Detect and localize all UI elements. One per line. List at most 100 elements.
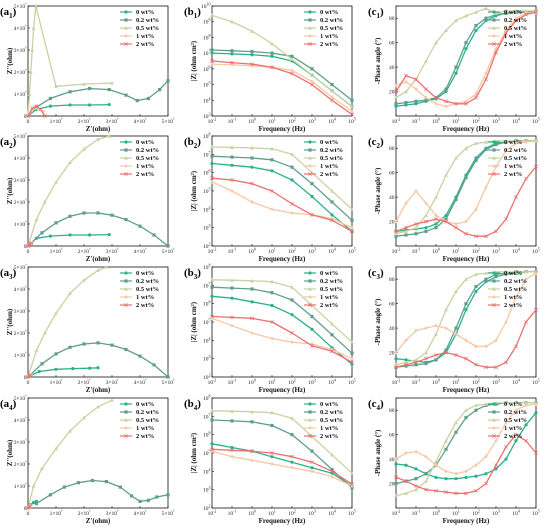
- legend-marker: [492, 148, 496, 152]
- data-point: [464, 47, 468, 51]
- legend-marker: [308, 279, 312, 283]
- x-tick-label: 4×10⁶: [134, 378, 147, 387]
- data-point: [434, 217, 438, 221]
- x-tick-label: 10-1: [228, 509, 237, 518]
- plot-frame: [27, 135, 169, 247]
- legend-marker: [124, 156, 128, 160]
- series-2wt: [210, 447, 354, 487]
- legend-label: 0 wt%: [320, 270, 338, 277]
- data-point: [68, 291, 72, 295]
- x-tick-label: 3×10⁶: [106, 247, 119, 256]
- x-tick-label: 100: [432, 247, 440, 256]
- series-02wt: [26, 341, 170, 379]
- data-point: [210, 48, 214, 52]
- data-point: [494, 11, 498, 15]
- data-point: [404, 451, 408, 455]
- panel-label: (c4): [368, 398, 384, 412]
- data-point: [454, 430, 458, 434]
- x-tick-label: 101: [452, 247, 460, 256]
- legend-marker: [124, 148, 128, 152]
- legend-label: 0.2 wt%: [504, 17, 527, 24]
- data-point: [484, 271, 488, 275]
- data-point: [124, 93, 128, 97]
- data-point: [290, 416, 294, 420]
- data-point: [310, 327, 314, 331]
- legend-label: 2 wt%: [136, 433, 154, 440]
- data-point: [394, 362, 398, 367]
- data-point: [424, 98, 428, 102]
- panel-label: (a3): [0, 267, 17, 281]
- data-point: [290, 313, 294, 317]
- x-tick-label: 101: [268, 247, 276, 256]
- y-tick-label: 105: [203, 318, 211, 327]
- data-point: [30, 48, 35, 52]
- data-point: [424, 87, 428, 91]
- data-point: [414, 477, 418, 481]
- series-2wt: [26, 373, 33, 379]
- data-point: [474, 284, 478, 289]
- data-point: [230, 19, 234, 24]
- data-point: [107, 88, 111, 92]
- x-tick-label: 101: [452, 117, 460, 126]
- x-tick-label: 104: [328, 509, 336, 518]
- legend-label: 0.2 wt%: [504, 147, 527, 154]
- legend-label: 0.5 wt%: [504, 155, 527, 162]
- data-point: [504, 420, 508, 425]
- legend-label: 1 wt%: [136, 425, 154, 432]
- data-point: [524, 12, 528, 17]
- data-point: [504, 8, 508, 13]
- series-line: [211, 60, 353, 115]
- x-tick-label: 103: [308, 117, 316, 126]
- data-point: [404, 229, 408, 233]
- legend-label: 1 wt%: [320, 163, 338, 170]
- data-point: [166, 244, 170, 248]
- plot-frame: [395, 135, 537, 247]
- data-point: [210, 13, 214, 18]
- data-point: [110, 343, 114, 347]
- legend-marker: [492, 271, 496, 275]
- series-0wt: [394, 411, 538, 481]
- legend-marker: [492, 426, 496, 430]
- series-line: [211, 181, 353, 229]
- x-tick-label: 102: [288, 247, 296, 256]
- data-point: [484, 234, 488, 239]
- data-point: [474, 207, 478, 212]
- data-point: [464, 13, 468, 18]
- data-point: [474, 289, 478, 294]
- data-point: [48, 104, 53, 108]
- y-tick-label: 107: [203, 49, 211, 58]
- data-point: [454, 18, 458, 23]
- legend-marker: [124, 303, 128, 307]
- data-point: [270, 279, 274, 284]
- data-point: [350, 225, 354, 230]
- data-point: [414, 360, 418, 365]
- data-point: [494, 467, 498, 471]
- series-line: [211, 419, 353, 489]
- data-point: [464, 231, 468, 236]
- data-point: [444, 104, 448, 109]
- legend-marker: [124, 34, 128, 38]
- data-point: [330, 467, 334, 472]
- series-2wt: [26, 104, 47, 118]
- data-point: [54, 311, 58, 315]
- legend-label: 2 wt%: [504, 41, 522, 48]
- series-02wt: [210, 285, 354, 355]
- data-point: [270, 51, 274, 55]
- legend-marker: [308, 402, 312, 406]
- y-tick-label: 20: [389, 482, 395, 488]
- data-point: [504, 269, 508, 274]
- data-point: [31, 500, 36, 505]
- legend-label: 2 wt%: [136, 171, 154, 178]
- data-point: [152, 233, 156, 237]
- data-point: [474, 463, 478, 468]
- data-point: [28, 373, 33, 378]
- data-point: [444, 99, 448, 104]
- x-tick-label: 105: [532, 247, 540, 256]
- y-tick-label: 1×10⁶: [14, 220, 27, 229]
- chart-panel-b4: 10-2 10-1 100 101 102 103 104 105 102 103 104 105 10…: [184, 394, 356, 526]
- legend-label: 1 wt%: [504, 425, 522, 432]
- data-point: [230, 448, 234, 453]
- data-point: [270, 320, 274, 324]
- y-tick-label: 5×10⁶: [14, 394, 27, 403]
- x-tick-label: 1×10⁶: [50, 378, 63, 387]
